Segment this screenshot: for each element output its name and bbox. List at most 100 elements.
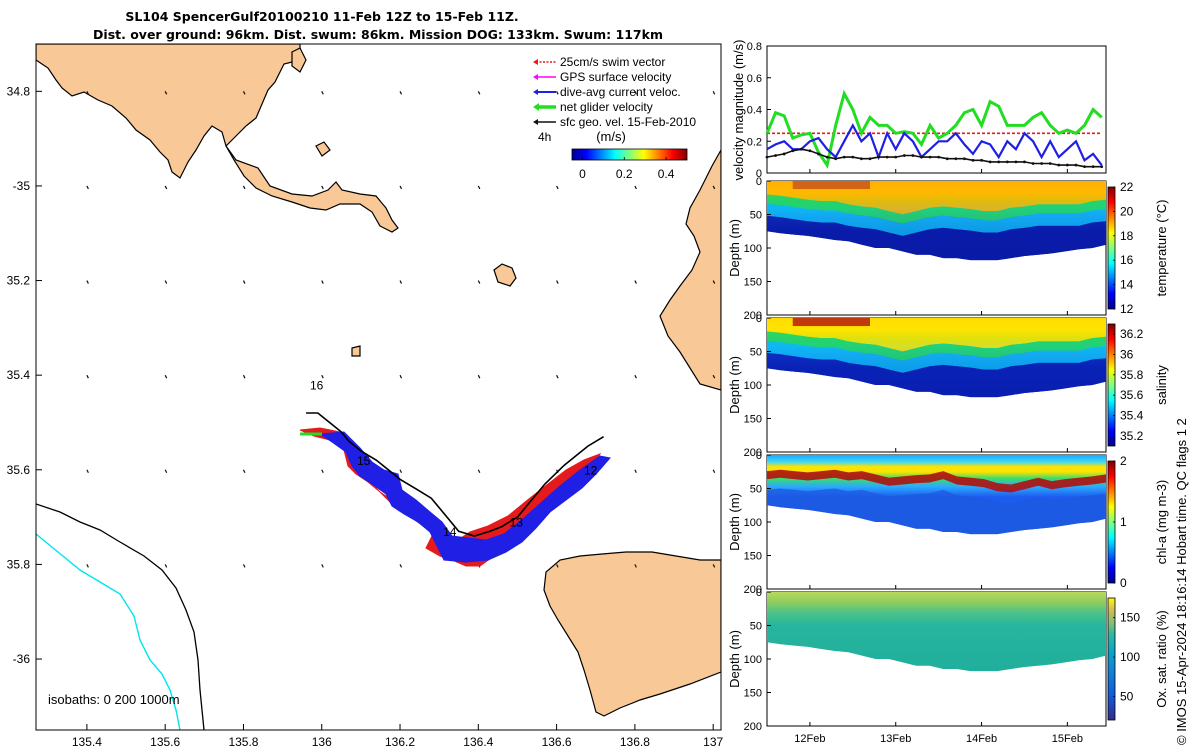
velocity-y-tick-label: 0.2 (747, 136, 762, 148)
section-y-tick-label: 0 (756, 450, 762, 462)
velocity-point (920, 155, 923, 159)
section-colorbar-tick-label: 18 (1120, 229, 1134, 243)
section-y-tick-label: 0 (756, 176, 762, 188)
mixed-layer (767, 318, 1106, 352)
geo-vector (634, 469, 637, 474)
legend-item-gps: GPS surface velocity (533, 70, 671, 84)
landmass-north-peninsula (36, 44, 301, 179)
section-colorbar-tick-label: 100 (1120, 650, 1140, 664)
velocity-point (834, 157, 838, 161)
cline-lower-band (767, 340, 1106, 373)
velocity-point (962, 157, 966, 161)
geo-vector (712, 469, 716, 474)
section-colorbar-tick-label: 50 (1120, 689, 1134, 703)
map-x-tick-label: 136.8 (620, 735, 650, 749)
section-panel-2: 0 50 100 150 200 Depth (m) 0 1 2 chl-a (mg m-3) (727, 450, 1169, 596)
section-y-tick-label: 200 (744, 447, 762, 459)
landmass-north-lobe (225, 145, 399, 233)
geo-vector (242, 469, 246, 474)
map-colorbar-tick-label: 0 (579, 167, 586, 181)
surface-max-patch (792, 181, 870, 190)
section-panel-1: 0 50 100 150 200 Depth (m) 35.2 35.4 35.6 35.8 36 3… (727, 313, 1169, 459)
map-colorbar-tick-label: 0.4 (658, 167, 675, 181)
section-colorbar-tick-label: 0 (1120, 576, 1127, 590)
title-line-2: Dist. over ground: 96km. Dist. swum: 86k… (93, 27, 663, 42)
geo-vector (399, 185, 403, 190)
section-colorbar-tick-label: 20 (1120, 204, 1134, 218)
section-ylabel: Depth (m) (727, 356, 742, 414)
section-y-tick-label: 100 (744, 517, 762, 529)
geo-vector (321, 564, 324, 568)
island-small-1 (493, 263, 517, 287)
section-colorbar-tick-label: 22 (1120, 180, 1134, 194)
landmass-east (659, 148, 721, 391)
geo-vector (556, 185, 559, 190)
geo-vector (399, 564, 403, 568)
map-y-tick-label: 35.6 (7, 463, 31, 477)
map-y-tick-label: 34.8 (7, 84, 31, 98)
section-colorbar (1107, 323, 1116, 447)
map-y-tick-label: 35.2 (7, 274, 31, 288)
map-x-tick-label: 136.2 (385, 735, 415, 749)
legend-label-gps: GPS surface velocity (560, 70, 671, 84)
isobath-label: isobaths: 0 200 1000m (48, 692, 180, 707)
section-panel-0: 0 50 100 150 200 Depth (m) 12 14 16 18 20 22 tempera… (727, 176, 1169, 322)
velocity-point (1083, 165, 1086, 169)
map-x-tick-label: 135.6 (150, 735, 180, 749)
geo-vector (399, 374, 403, 379)
legend-label-geo: sfc geo. vel. 15-Feb-2010 (560, 115, 696, 129)
time-step-label: 4h (538, 130, 551, 144)
section-y-tick-label: 50 (750, 621, 762, 633)
geo-vector (164, 374, 168, 379)
velocity-y-tick-label: 0.8 (747, 41, 762, 53)
section-variable-label: chl-a (mg m-3) (1154, 480, 1169, 565)
map-colorbar-title: (m/s) (596, 129, 626, 144)
glider-track (299, 427, 611, 567)
chl-deep (767, 488, 1106, 535)
velocity-point (791, 149, 795, 153)
geo-vector (556, 374, 559, 379)
day-label: 12 (584, 464, 598, 478)
section-y-tick-label: 200 (744, 721, 762, 733)
geo-vector (86, 564, 89, 568)
section-y-tick-label: 150 (744, 688, 762, 700)
map-x-ticks: 135.4 135.6 135.8 136 136.2 136.4 136.6 136.8 13… (72, 724, 724, 749)
velocity-point (1091, 165, 1095, 169)
legend-item-swim: 25cm/s swim vector (533, 55, 665, 69)
velocity-point (774, 154, 777, 157)
velocity-point (928, 155, 932, 159)
legend-label-diveavg: dive-avg current veloc. (560, 85, 681, 99)
section-colorbar-tick-label: 12 (1120, 302, 1134, 316)
velocity-point (894, 155, 898, 159)
section-colorbar-tick-label: 35.2 (1120, 429, 1144, 443)
velocity-point (1005, 160, 1009, 164)
velocity-point (945, 157, 949, 161)
day-label: 15 (357, 454, 371, 468)
island-small-2 (315, 141, 331, 157)
map-x-tick-label: 135.4 (72, 735, 102, 749)
velocity-point (1100, 165, 1104, 169)
geo-vector (477, 91, 481, 95)
island-small-4 (351, 345, 361, 357)
geo-vector (712, 185, 716, 190)
map-x-tick-label: 136.6 (542, 735, 572, 749)
legend-label-net: net glider velocity (560, 100, 653, 114)
dive-avg-velocity-band (318, 431, 611, 563)
section-y-tick-label: 50 (750, 484, 762, 496)
geo-vector (399, 469, 403, 474)
section-colorbar (1107, 597, 1116, 721)
geo-vector (321, 469, 324, 474)
velocity-point (1074, 163, 1078, 167)
map-y-ticks: 34.8 -35 35.2 35.4 35.6 35.8 -36 (7, 84, 42, 666)
velocity-series-1 (765, 89, 1103, 169)
velocity-point (868, 157, 872, 161)
geo-vector (86, 280, 89, 284)
section-y-tick-label: 150 (744, 277, 762, 289)
geo-vector (399, 91, 403, 95)
velocity-y-tick-label: 0 (756, 168, 762, 180)
section-y-tick-label: 50 (750, 347, 762, 359)
geo-vector (634, 185, 637, 190)
velocity-point (954, 157, 958, 161)
